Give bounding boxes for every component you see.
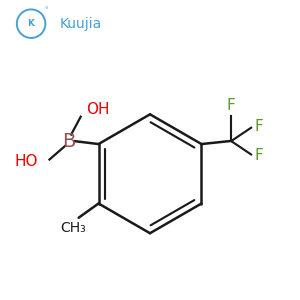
- Text: CH₃: CH₃: [60, 221, 86, 235]
- Text: B: B: [62, 132, 76, 151]
- Text: HO: HO: [14, 154, 38, 169]
- Text: F: F: [255, 119, 264, 134]
- Text: OH: OH: [86, 102, 109, 117]
- Text: K: K: [28, 19, 34, 28]
- Text: °: °: [45, 8, 48, 14]
- Text: F: F: [255, 148, 264, 164]
- Text: F: F: [227, 98, 236, 113]
- Text: Kuujia: Kuujia: [59, 17, 102, 31]
